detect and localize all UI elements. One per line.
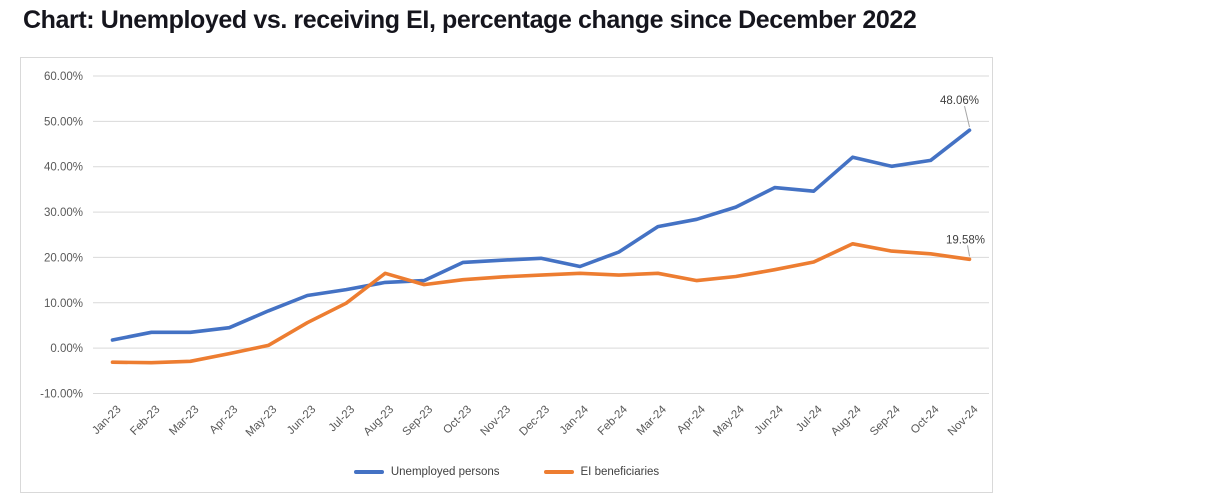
x-axis-tick-label: Nov-23 — [478, 404, 513, 439]
line-chart: 60.00% 50.00% 40.00% 30.00% 20.00% 10.00% 0.00… — [40, 71, 989, 440]
x-axis-tick-label: Jun-24 — [753, 403, 787, 437]
x-axis-tick-label: Mar-23 — [167, 404, 201, 438]
x-axis-tick-label: Jun-23 — [285, 404, 318, 437]
x-axis-tick-label: Jul-24 — [794, 403, 825, 434]
legend-line-swatch-orange — [543, 470, 574, 474]
x-axis-tick-label: Jan-24 — [558, 403, 592, 437]
y-axis-tick-label: 50.00% — [44, 116, 83, 128]
x-axis-tick-label: Mar-24 — [635, 403, 670, 438]
series-line-ei-beneficiaries — [110, 242, 972, 365]
x-axis-tick-label: Feb-23 — [128, 404, 162, 438]
y-axis-tick-label: 10.00% — [44, 298, 83, 310]
legend-label: Unemployed persons — [390, 466, 500, 478]
x-axis-tick-label: May-24 — [711, 403, 747, 439]
y-axis-tick-label: 60.00% — [44, 71, 83, 83]
series-line-unemployed-persons — [110, 128, 972, 342]
x-axis-tick-label: Feb-24 — [596, 403, 631, 438]
data-label-leader-line — [964, 106, 971, 128]
y-axis-tick-label: 40.00% — [44, 162, 83, 174]
chart-card: 60.00% 50.00% 40.00% 30.00% 20.00% 10.00% 0.00… — [20, 57, 993, 493]
y-axis-tick-label: -10.00% — [40, 389, 83, 401]
legend-label: EI beneficiaries — [580, 466, 660, 478]
data-label-last-point: 19.58% — [946, 234, 985, 246]
chart-legend: Unemployed persons EI beneficiaries — [21, 466, 992, 478]
legend-line-swatch-blue — [353, 470, 384, 474]
x-axis-tick-label: Apr-24 — [675, 403, 708, 436]
x-axis-tick-label: Nov-24 — [946, 403, 981, 438]
x-axis-tick-label: Oct-23 — [441, 404, 474, 437]
legend-item-unemployed-persons: Unemployed persons — [353, 466, 500, 478]
x-axis-tick-label: Apr-23 — [208, 404, 241, 437]
y-axis-tick-label: 30.00% — [44, 207, 83, 219]
x-axis-tick-label: May-23 — [244, 404, 280, 440]
x-axis-tick-label: Dec-23 — [517, 404, 552, 439]
data-label-last-point: 48.06% — [940, 95, 979, 107]
x-axis-tick-label: Jul-23 — [327, 404, 358, 435]
x-axis-tick-label: Aug-23 — [362, 404, 397, 439]
x-axis-tick-label: Aug-24 — [829, 403, 864, 438]
page-title: Chart: Unemployed vs. receiving EI, perc… — [23, 6, 917, 34]
y-axis-tick-label: 20.00% — [44, 252, 83, 264]
data-label-leader-line — [967, 245, 971, 257]
legend-item-ei-beneficiaries: EI beneficiaries — [543, 466, 660, 478]
y-axis-tick-label: 0.00% — [50, 343, 83, 355]
x-axis-tick-label: Sep-24 — [868, 403, 903, 438]
x-axis-tick-label: Jan-23 — [90, 404, 123, 437]
x-axis-tick-label: Oct-24 — [909, 403, 942, 436]
x-axis-tick-label: Sep-23 — [401, 404, 436, 439]
